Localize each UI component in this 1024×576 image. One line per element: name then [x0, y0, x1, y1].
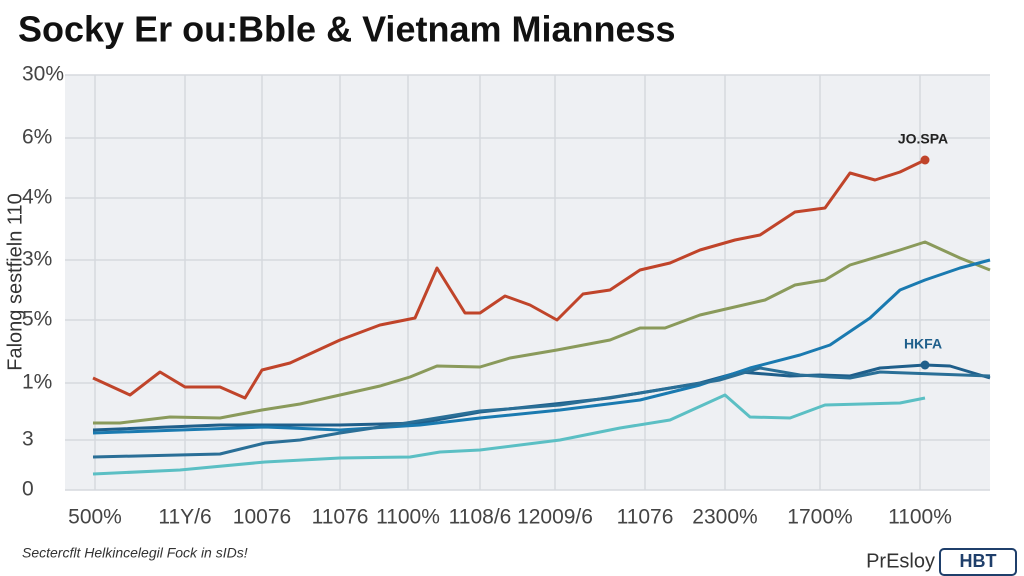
line [92, 158, 926, 400]
x-tick-label: 1100% [376, 506, 440, 529]
line [93, 240, 991, 425]
x-tick-label: 10076 [233, 506, 291, 529]
y-tick-label: 1% [22, 371, 52, 394]
brand-logo-box [939, 548, 1017, 576]
x-tick-label: 1108/6 [449, 506, 512, 529]
x-tick-label: 11Y/6 [158, 506, 211, 529]
brand: PrEsloy [866, 550, 935, 572]
y-tick-label: 6% [22, 126, 52, 149]
x-tick-label: 1700% [787, 506, 852, 529]
chart-title: Socky Er ou:Bble & Vietnam Mianness [18, 9, 676, 50]
x-tick-label: 2300% [692, 506, 757, 529]
line [92, 366, 991, 459]
y-tick-label: 4% [22, 186, 52, 209]
plot-area [65, 75, 990, 490]
x-tick-label: 500% [68, 506, 122, 529]
end-marker [920, 360, 930, 370]
end-marker [920, 155, 930, 165]
line [92, 393, 926, 476]
x-tick-label: 11076 [617, 506, 674, 529]
series-label: HKFA [904, 336, 942, 352]
x-tick-label: 12009/6 [517, 506, 593, 529]
y-tick-label: 3 [22, 428, 34, 451]
x-tick-label: 1100% [888, 506, 952, 529]
y-tick-label: 0 [22, 478, 34, 501]
x-tick-label: 11076 [312, 506, 369, 529]
y-axis-label: Falong sestfieln 110 [4, 193, 26, 371]
brand-logo: HBT [960, 551, 997, 571]
series-label: JO.SPA [898, 131, 948, 147]
y-tick-label: 3% [22, 248, 52, 271]
y-tick-label: 30% [22, 63, 64, 86]
y-tick-label: 5% [22, 308, 52, 331]
footnote: Sectercflt Helkincelegil Fock in sIDs! [22, 545, 248, 561]
